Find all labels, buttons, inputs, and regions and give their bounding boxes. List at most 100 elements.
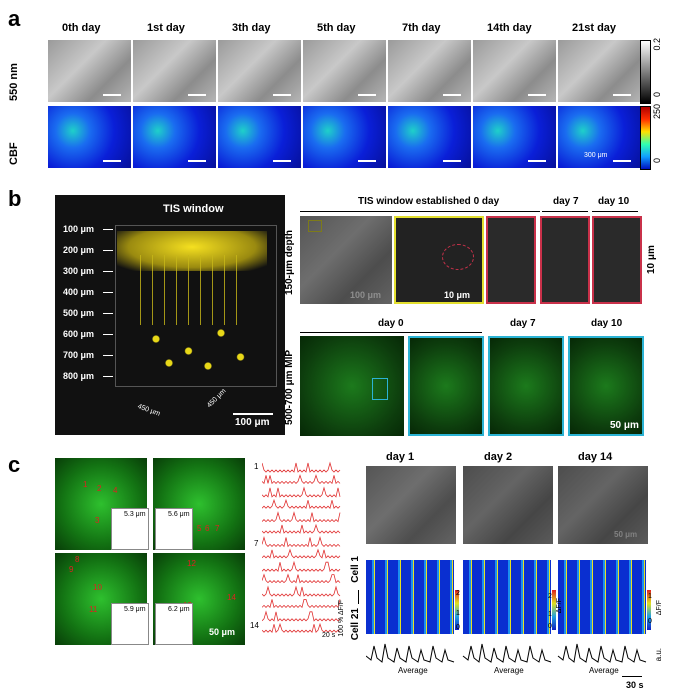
average-2: Average — [494, 666, 524, 675]
trace-scale-label: 100 % ΔF/F — [338, 600, 345, 637]
trace-label-bottom: 14 — [250, 621, 259, 630]
day-header-3: 5th day — [317, 22, 356, 34]
spine-day10-image — [592, 216, 642, 304]
day10-label: day 10 — [598, 196, 630, 207]
trace-12 — [261, 598, 341, 609]
cb-day1 — [455, 590, 459, 630]
c-day2-label: day 2 — [484, 451, 513, 463]
trace-9 — [261, 560, 341, 572]
cb-b-label: ΔF/F — [556, 598, 563, 614]
inset-plot-2: 5.6 μm — [155, 508, 193, 550]
scale-bar — [188, 94, 206, 96]
day-header-0: 0th day — [62, 22, 101, 34]
trace-14 — [261, 622, 341, 633]
scale-50um-b: 50 μm — [610, 420, 639, 431]
colorbar-top-min: 0 — [652, 92, 662, 98]
scale-bar-3d — [233, 413, 273, 415]
day7-line — [542, 211, 588, 212]
roi-2: 2 — [97, 484, 102, 493]
depth-tick — [103, 271, 113, 272]
cell-bodies — [130, 315, 260, 375]
c-day1-label: day 1 — [386, 451, 415, 463]
scale-bar — [613, 160, 631, 162]
established-label: TIS window established 0 day — [358, 196, 500, 207]
grayscale-image-4 — [388, 40, 471, 102]
established-line — [300, 211, 540, 212]
trace-1 — [261, 461, 341, 473]
depth-tick — [103, 292, 113, 293]
dendrite-strands — [135, 255, 245, 325]
trace-6 — [261, 523, 341, 534]
roi-image-2: 5 6 7 5.6 μm — [153, 458, 245, 550]
grayscale-image-3 — [303, 40, 386, 102]
day10b-label: day 10 — [591, 318, 623, 329]
scale-bar — [613, 94, 631, 96]
trace-5 — [261, 511, 341, 523]
cb-b-1: 1 — [548, 611, 552, 618]
cb-a-1: 1 — [456, 610, 460, 617]
colorbar-top-max: 0.2 — [652, 38, 662, 51]
row-label-cbf: CBF — [8, 142, 20, 166]
cb-b-0: 0 — [548, 623, 552, 630]
trace-time-label: 20 s — [322, 632, 336, 639]
grayscale-image-2 — [218, 40, 301, 102]
panel-a-label: a — [8, 6, 21, 31]
grayscale-image-1 — [133, 40, 216, 102]
day7-label: day 7 — [553, 196, 579, 207]
cell-bottom-label: Cell 21 — [350, 608, 361, 641]
cb-c-1: 1 — [648, 593, 652, 600]
spine-day7-image — [540, 216, 590, 304]
zoom-yellow-image: 10 μm — [394, 216, 484, 304]
colorbar-grayscale — [640, 40, 651, 104]
cell-axis-line — [358, 590, 359, 604]
day-header-6: 21st day — [572, 22, 617, 34]
heatmap-day2 — [463, 560, 551, 634]
c-day14-image: 50 μm — [558, 466, 648, 544]
c-day14-label: day 14 — [578, 451, 613, 463]
cb-c-0: 0 — [648, 618, 652, 625]
right-10um: 10 μm — [646, 245, 657, 275]
cbf-image-2 — [218, 106, 301, 168]
trace-13 — [261, 610, 341, 622]
inset-plot-3: 5.9 μm — [111, 603, 149, 645]
cb-b-2: 2 — [548, 593, 552, 600]
au-label: a.u. — [654, 648, 663, 662]
scale-bar — [188, 160, 206, 162]
inset-plot-1: 5.3 μm — [111, 508, 149, 550]
cbf-image-6 — [558, 106, 641, 168]
inset-plot-4: 6.2 μm — [155, 603, 193, 645]
roi-image-1: 1 2 3 4 5.3 μm — [55, 458, 149, 550]
trace-8 — [261, 548, 341, 559]
mip-overview-image — [300, 336, 404, 436]
roi-box-cyan — [372, 378, 388, 400]
time-scale-label: 30 s — [626, 680, 644, 690]
scale-100um: 100 μm — [350, 290, 382, 300]
trace-svg — [261, 461, 341, 633]
scale-bar — [103, 160, 121, 162]
depth-label-2: 300 μm — [63, 266, 95, 276]
roi-8: 8 — [75, 555, 80, 564]
roi-6: 6 — [205, 524, 210, 533]
axis-x-label: 450 μm — [136, 403, 161, 418]
depth-tick — [103, 355, 113, 356]
trace-3 — [261, 486, 341, 498]
scale-300um: 300 μm — [584, 152, 608, 159]
cbf-image-3 — [303, 106, 386, 168]
mip-zoom-day7 — [488, 336, 564, 436]
scale-10um: 10 μm — [444, 290, 471, 300]
depth-tick — [103, 376, 113, 377]
scale-bar — [443, 94, 461, 96]
render-box — [115, 225, 277, 387]
cb-day14 — [647, 590, 651, 630]
scale-50um-c: 50 μm — [209, 627, 236, 637]
cb-a-2: 2 — [456, 590, 460, 597]
depth-label-3: 400 μm — [63, 287, 95, 297]
inset-value-3: 5.9 μm — [124, 606, 146, 613]
trace-label-top: 1 — [254, 462, 259, 471]
depth-label-1: 200 μm — [63, 245, 95, 255]
roi-7: 7 — [215, 524, 220, 533]
day-header-1: 1st day — [147, 22, 185, 34]
scale-bar — [273, 160, 291, 162]
depth-overview-image: 100 μm — [300, 216, 392, 304]
tis-3d-render: TIS window 100 μm 200 μm 300 μm 400 μm 500 μ… — [55, 195, 285, 435]
